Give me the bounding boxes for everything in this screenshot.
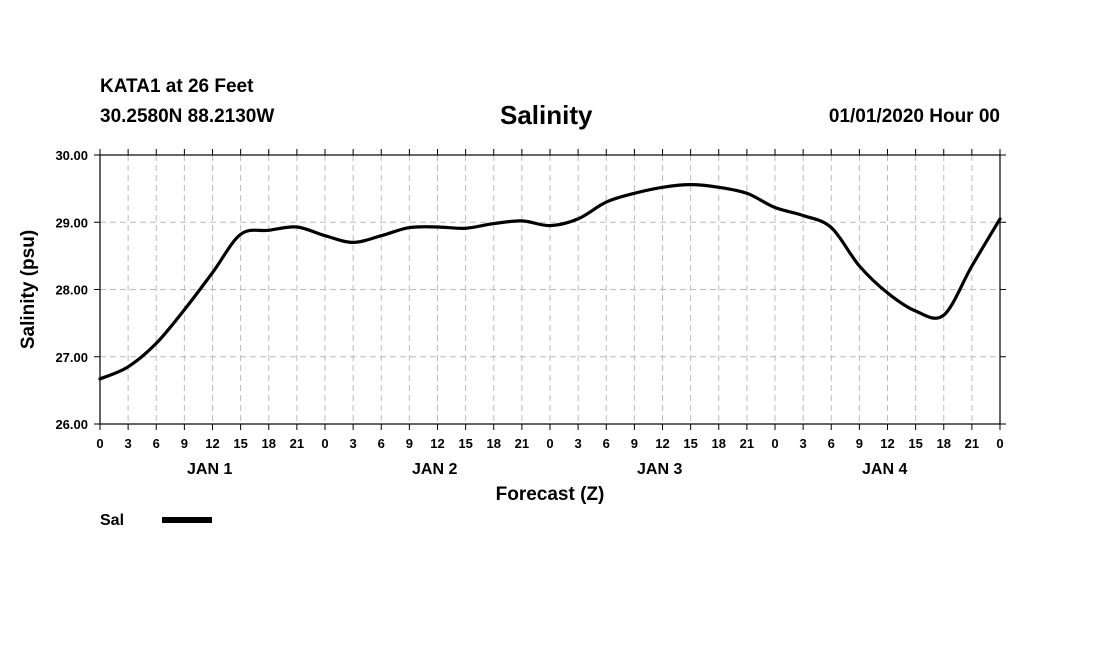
y-tick-label: 28.00 [55, 283, 88, 298]
data-point [745, 192, 748, 195]
x-tick-label: 6 [828, 436, 835, 451]
day-label: JAN 1 [187, 461, 232, 478]
data-point [858, 264, 861, 267]
data-point [239, 233, 242, 236]
data-point [211, 271, 214, 274]
data-point [155, 342, 158, 345]
x-tick-label: 15 [683, 436, 697, 451]
data-point [914, 310, 917, 313]
x-tick-label: 12 [205, 436, 219, 451]
station-coordinates: 30.2580N 88.2130W [100, 106, 275, 127]
x-tick-label: 15 [233, 436, 247, 451]
x-tick-label: 0 [321, 436, 328, 451]
y-tick-label: 26.00 [55, 417, 88, 432]
x-tick-label: 15 [458, 436, 472, 451]
x-tick-label: 9 [406, 436, 413, 451]
day-label: JAN 2 [412, 461, 457, 478]
x-tick-label: 18 [937, 436, 951, 451]
day-labels: JAN 1 JAN 2 JAN 3 JAN 4 [187, 461, 907, 478]
data-point [380, 234, 383, 237]
data-point [520, 219, 523, 222]
day-label: JAN 4 [862, 461, 907, 478]
y-tick-label: 27.00 [55, 350, 88, 365]
x-tick-label: 9 [181, 436, 188, 451]
x-tick-label: 0 [546, 436, 553, 451]
x-tick-label: 3 [350, 436, 357, 451]
x-tick-label: 21 [965, 436, 979, 451]
data-point [717, 186, 720, 189]
x-tick-label: 21 [515, 436, 529, 451]
x-tick-label: 21 [290, 436, 304, 451]
x-tick-label: 18 [262, 436, 276, 451]
data-point [689, 183, 692, 186]
x-tick-label: 6 [378, 436, 385, 451]
data-point [295, 225, 298, 228]
data-point [183, 308, 186, 311]
data-point [999, 217, 1002, 220]
x-tick-label: 12 [430, 436, 444, 451]
x-tick-label: 3 [800, 436, 807, 451]
data-point [970, 264, 973, 267]
x-tick-label: 0 [996, 436, 1003, 451]
y-axis-ticks: 26.00 27.00 28.00 29.00 30.00 [55, 148, 1006, 432]
x-tick-label: 15 [908, 436, 922, 451]
y-tick-label: 29.00 [55, 215, 88, 230]
data-point [549, 224, 552, 227]
day-label: JAN 3 [637, 461, 682, 478]
data-point [802, 214, 805, 217]
data-point [830, 226, 833, 229]
data-point [577, 217, 580, 220]
x-tick-label: 0 [96, 436, 103, 451]
y-tick-label: 30.00 [55, 148, 88, 163]
x-tick-label: 3 [125, 436, 132, 451]
data-point [886, 291, 889, 294]
station-name: KATA1 at 26 Feet [100, 76, 254, 97]
x-tick-label: 18 [712, 436, 726, 451]
plot-frame [99, 154, 1001, 425]
data-point [605, 201, 608, 204]
chart-title: Salinity [500, 100, 593, 130]
y-axis-title: Salinity (psu) [18, 230, 39, 349]
x-tick-label: 21 [740, 436, 754, 451]
x-tick-label: 3 [575, 436, 582, 451]
data-point [661, 186, 664, 189]
x-tick-label: 12 [880, 436, 894, 451]
x-tick-label: 9 [856, 436, 863, 451]
data-point [408, 226, 411, 229]
data-point [99, 377, 102, 380]
grid-lines [100, 155, 1000, 424]
x-axis-ticks: 0 3 6 9 12 15 18 21 0 3 6 9 12 15 18 21 0 3 6 9 12 15 18 21 0 3 6 9… [96, 149, 1004, 451]
data-point [633, 192, 636, 195]
data-point [324, 234, 327, 237]
x-tick-label: 9 [631, 436, 638, 451]
legend-label: Sal [100, 512, 124, 529]
data-point [464, 227, 467, 230]
x-tick-label: 6 [603, 436, 610, 451]
x-tick-label: 0 [771, 436, 778, 451]
x-axis-title: Forecast (Z) [496, 484, 605, 505]
data-point [127, 365, 130, 368]
data-point [267, 229, 270, 232]
forecast-time: 01/01/2020 Hour 00 [828, 106, 1000, 127]
data-point [942, 314, 945, 317]
data-point [492, 222, 495, 225]
series-line-sal [98, 183, 1002, 381]
data-point [352, 241, 355, 244]
data-point [436, 225, 439, 228]
x-tick-label: 18 [487, 436, 501, 451]
x-tick-label: 12 [655, 436, 669, 451]
x-tick-label: 6 [153, 436, 160, 451]
data-point [774, 206, 777, 209]
